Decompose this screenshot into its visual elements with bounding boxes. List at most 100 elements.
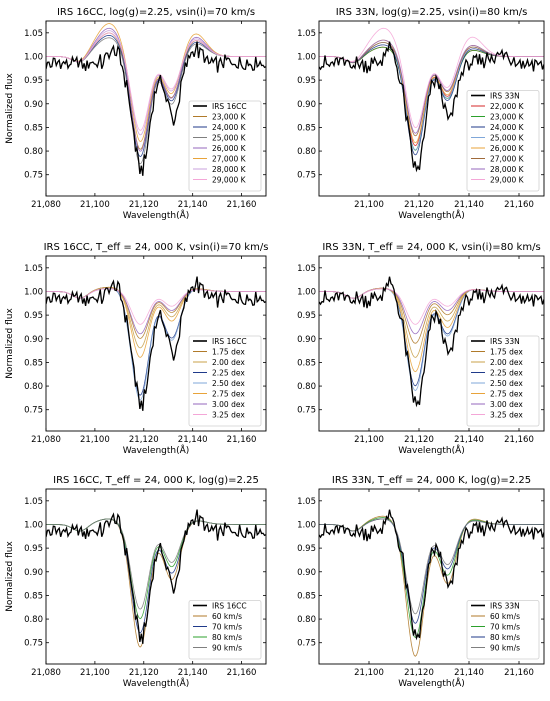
legend-label: 1.75 dex: [212, 348, 245, 357]
x-tick-label: 21,140: [454, 668, 484, 678]
legend-label: 2.00 dex: [490, 358, 523, 367]
y-tick-label: 0.90: [24, 568, 43, 578]
legend-box: [466, 90, 540, 192]
axes-frame: [45, 255, 267, 432]
plot-area: [319, 276, 544, 408]
legend-label: 26,000 K: [490, 144, 525, 153]
legend-label: IRS 33N: [490, 602, 520, 611]
plot-area: [46, 23, 266, 176]
legend-label: 2.75 dex: [490, 390, 523, 399]
x-tick-label: 21,120: [404, 200, 434, 210]
legend-label: 25,000 K: [490, 134, 525, 143]
legend-label: 23,000 K: [490, 113, 525, 122]
x-tick-label: 21,140: [454, 435, 484, 445]
y-tick-label: 0.85: [297, 591, 316, 601]
legend-label: 28,000 K: [212, 165, 247, 174]
y-tick-label: 0.85: [24, 358, 43, 368]
legend-label: 2.25 dex: [490, 369, 523, 378]
x-tick-label: 21,160: [504, 435, 534, 445]
y-tick-label: 0.80: [297, 147, 316, 157]
y-tick-label: 0.85: [24, 123, 43, 133]
axes-frame: [45, 488, 267, 665]
plot-area: [46, 276, 266, 411]
chart-panel-6: IRS 33N, T_eff = 24, 000 K, log(g)=2.25 2…: [297, 475, 545, 689]
legend: IRS 16CC 23,000 K24,000 K 25,000 K26,000 K…: [188, 100, 262, 192]
x-tick-label: 21,140: [178, 668, 208, 678]
legend-label: IRS 16CC: [212, 337, 247, 346]
y-tick-label: 0.75: [297, 639, 316, 649]
y-axis-label: Normalized flux: [5, 541, 15, 612]
axes-frame: [318, 20, 545, 197]
chart-title: IRS 16CC, T_eff = 24, 000 K, vsin(i)=70 …: [44, 242, 269, 253]
y-axis-label: Normalized flux: [5, 73, 15, 144]
legend-label: 2.75 dex: [212, 390, 245, 399]
x-tick-label: 21,140: [454, 200, 484, 210]
chart-panel-2: IRS 33N, log(g)=2.25, vsin(i)=80 km/s 21,…: [297, 7, 545, 221]
observed-spectrum-line: [46, 276, 266, 411]
y-tick-label: 0.85: [297, 358, 316, 368]
y-tick-label: 0.95: [297, 76, 316, 86]
axes-frame: [318, 488, 545, 665]
x-tick-label: 21,160: [227, 435, 257, 445]
series-line-1: [46, 286, 266, 339]
x-tick-label: 21,080: [31, 435, 61, 445]
y-tick-label: 0.80: [24, 382, 43, 392]
y-tick-label: 1.00: [24, 520, 43, 530]
legend-label: 2.00 dex: [212, 358, 245, 367]
observed-spectrum-line: [46, 509, 266, 644]
x-tick-label: 21,100: [80, 200, 110, 210]
legend-label: 60 km/s: [490, 612, 520, 621]
y-tick-label: 0.85: [24, 591, 43, 601]
x-axis-label: Wavelength(Å): [398, 444, 465, 456]
x-tick-label: 21,080: [31, 200, 61, 210]
legend-box: [466, 600, 540, 660]
y-tick-label: 0.75: [297, 171, 316, 181]
y-tick-label: 0.80: [297, 382, 316, 392]
x-axis-label: Wavelength(Å): [123, 677, 190, 689]
x-tick-label: 21,160: [227, 668, 257, 678]
chart-panel-3: IRS 16CC, T_eff = 24, 000 K, vsin(i)=70 …: [5, 242, 268, 456]
chart-panel-1: IRS 16CC, log(g)=2.25, vsin(i)=70 km/s 21…: [5, 7, 267, 221]
y-tick-label: 0.75: [24, 406, 43, 416]
x-tick-label: 21,100: [80, 435, 110, 445]
plot-area: [46, 509, 266, 648]
legend-label: 2.25 dex: [212, 369, 245, 378]
x-tick-label: 21,120: [129, 668, 159, 678]
observed-spectrum-line: [46, 41, 266, 176]
legend-label: 24,000 K: [490, 123, 525, 132]
legend-label: 2.50 dex: [212, 379, 245, 388]
y-tick-label: 1.05: [297, 264, 316, 274]
y-tick-label: 1.00: [297, 287, 316, 297]
observed-spectrum-line: [319, 41, 544, 173]
series-line-7: [46, 32, 266, 131]
legend-label: 90 km/s: [212, 644, 242, 653]
y-tick-label: 1.00: [24, 52, 43, 62]
y-tick-label: 1.05: [297, 29, 316, 39]
x-tick-label: 21,120: [129, 200, 159, 210]
y-tick-label: 0.90: [297, 100, 316, 110]
observed-spectrum-line: [319, 509, 544, 641]
legend-label: 2.50 dex: [490, 379, 523, 388]
legend-label: 1.75 dex: [490, 348, 523, 357]
chart-title: IRS 33N, T_eff = 24, 000 K, log(g)=2.25: [332, 475, 531, 486]
chart-panel-4: IRS 33N, T_eff = 24, 000 K, vsin(i)=80 k…: [297, 242, 545, 456]
y-tick-label: 0.95: [297, 544, 316, 554]
x-tick-label: 21,140: [178, 435, 208, 445]
x-tick-label: 21,160: [227, 200, 257, 210]
legend-label: 23,000 K: [212, 113, 247, 122]
legend-label: 70 km/s: [212, 623, 242, 632]
y-tick-label: 0.80: [24, 147, 43, 157]
x-axis-label: Wavelength(Å): [123, 209, 190, 221]
y-tick-label: 1.05: [297, 497, 316, 507]
x-tick-label: 21,140: [178, 200, 208, 210]
legend-label: 80 km/s: [490, 633, 520, 642]
legend-label: IRS 33N: [490, 337, 520, 346]
x-tick-label: 21,100: [354, 200, 384, 210]
legend-label: 29,000 K: [490, 176, 525, 185]
y-tick-label: 1.05: [24, 497, 43, 507]
x-axis-label: Wavelength(Å): [398, 677, 465, 689]
y-tick-label: 0.95: [24, 76, 43, 86]
